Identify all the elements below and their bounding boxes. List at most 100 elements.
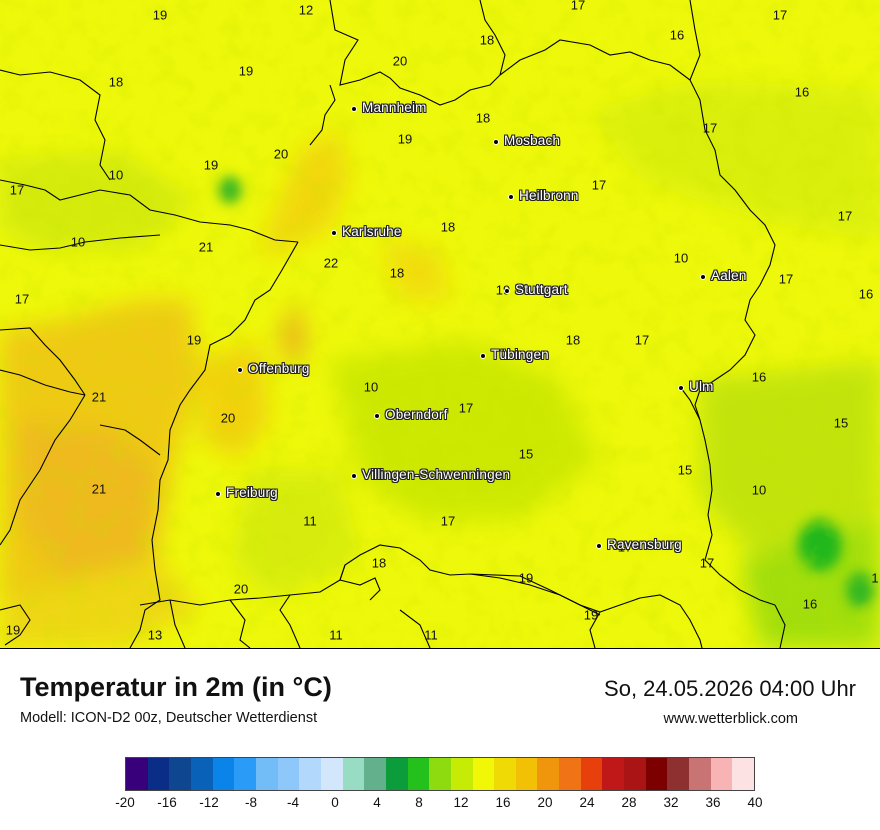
temperature-value: 11 xyxy=(329,627,343,643)
website-link[interactable]: www.wetterblick.com xyxy=(663,711,798,727)
temperature-value: 18 xyxy=(440,219,456,235)
temperature-value: 10 xyxy=(673,250,689,266)
color-scale-swatch xyxy=(190,758,213,790)
color-scale-swatch xyxy=(147,758,170,790)
color-scale-swatch xyxy=(515,758,538,790)
temperature-value: 18 xyxy=(565,332,581,348)
temperature-value: 16 xyxy=(794,84,810,100)
temperature-value: 16 xyxy=(751,369,767,385)
temperature-value: 17 xyxy=(14,291,30,307)
color-scale-swatch xyxy=(645,758,668,790)
color-scale-tick: 24 xyxy=(579,795,595,810)
color-scale-tick: 8 xyxy=(415,795,423,810)
city-dot-icon xyxy=(480,353,486,359)
city-dot-icon xyxy=(504,288,510,294)
temperature-value: 19 xyxy=(397,131,413,147)
temperature-value: 19 xyxy=(152,7,168,23)
temperature-value: 21 xyxy=(91,389,107,405)
color-scale-swatch xyxy=(472,758,495,790)
temperature-value: 21 xyxy=(198,239,214,255)
color-scale-tick: 20 xyxy=(537,795,553,810)
color-scale-tick: 0 xyxy=(331,795,339,810)
temperature-value: 17 xyxy=(837,208,853,224)
city-label: Freiburg xyxy=(226,485,278,500)
temperature-value: 18 xyxy=(108,74,124,90)
city-label: Ulm xyxy=(689,379,714,394)
city-label: Aalen xyxy=(711,268,747,283)
temperature-value: 22 xyxy=(323,255,339,271)
temperature-value: 18 xyxy=(475,110,491,126)
color-scale-swatch xyxy=(169,758,191,790)
temperature-value: 19 xyxy=(583,607,599,623)
color-scale-swatch xyxy=(407,758,430,790)
city-label: Mannheim xyxy=(362,100,427,115)
color-scale-swatch xyxy=(126,758,148,790)
color-scale-swatch xyxy=(689,758,711,790)
color-scale-swatch xyxy=(299,758,321,790)
city-label: Tübingen xyxy=(491,347,549,362)
temperature-value: 18 xyxy=(389,265,405,281)
color-scale-swatch xyxy=(580,758,603,790)
city-dot-icon xyxy=(508,194,514,200)
city-label: Mosbach xyxy=(504,133,561,148)
city-label: Villingen-Schwenningen xyxy=(362,467,511,482)
color-scale-swatch xyxy=(429,758,451,790)
color-scale-tick: 40 xyxy=(747,795,763,810)
color-scale-swatch xyxy=(277,758,300,790)
model-info: Modell: ICON-D2 00z, Deutscher Wetterdie… xyxy=(20,710,318,726)
color-scale-tick: 4 xyxy=(373,795,381,810)
temperature-value: 13 xyxy=(147,627,163,643)
temperature-value: 15 xyxy=(833,415,849,431)
color-scale-swatch xyxy=(255,758,278,790)
city-dot-icon xyxy=(331,230,337,236)
temperature-value: 17 xyxy=(772,7,788,23)
temperature-value: 19 xyxy=(518,570,534,586)
color-scale-swatch xyxy=(364,758,386,790)
color-scale xyxy=(125,757,755,791)
temperature-value: 10 xyxy=(751,482,767,498)
city-label: Karlsruhe xyxy=(342,224,402,239)
temperature-value: 15 xyxy=(518,446,534,462)
color-scale-tick: -4 xyxy=(286,795,300,810)
temperature-value: 19 xyxy=(238,63,254,79)
temperature-value: 16 xyxy=(802,596,818,612)
color-scale-swatch xyxy=(667,758,690,790)
temperature-value: 20 xyxy=(233,581,249,597)
color-scale-tick: -12 xyxy=(199,795,219,810)
city-dot-icon xyxy=(374,413,380,419)
map-background xyxy=(0,0,880,648)
temperature-value: 20 xyxy=(392,53,408,69)
temperature-value: 20 xyxy=(220,410,236,426)
color-scale-swatch xyxy=(450,758,473,790)
temperature-value: 17 xyxy=(591,177,607,193)
city-label: Offenburg xyxy=(248,361,310,376)
temperature-value: 12 xyxy=(298,2,314,18)
city-dot-icon xyxy=(700,274,706,280)
temperature-value: 1 xyxy=(871,570,879,586)
temperature-value: 16 xyxy=(858,286,874,302)
temperature-value: 18 xyxy=(479,32,495,48)
city-dot-icon xyxy=(678,385,684,391)
temperature-value: 21 xyxy=(91,481,107,497)
color-scale-swatch xyxy=(320,758,343,790)
color-scale-tick: -16 xyxy=(157,795,177,810)
city-label: Stuttgart xyxy=(515,282,568,297)
color-scale-swatch xyxy=(602,758,625,790)
color-scale-swatch xyxy=(342,758,365,790)
city-label: Ravensburg xyxy=(607,537,682,552)
color-scale-swatch xyxy=(537,758,560,790)
color-scale-swatch xyxy=(212,758,235,790)
forecast-datetime: So, 24.05.2026 04:00 Uhr xyxy=(604,676,856,701)
color-scale-swatch xyxy=(559,758,581,790)
temperature-value: 11 xyxy=(303,513,317,529)
temperature-value: 19 xyxy=(5,622,21,638)
color-scale-swatch xyxy=(494,758,516,790)
temperature-value: 17 xyxy=(570,0,586,13)
temperature-value: 11 xyxy=(424,627,438,643)
color-scale-tick: 36 xyxy=(705,795,721,810)
temperature-value: 10 xyxy=(108,167,124,183)
color-scale-ticks: -20 -16 -12 -8 -4 0 4 8 12 16 20 24 28 32 36 40 xyxy=(0,795,880,815)
temperature-map: 19 12 17 17 18 16 20 19 18 16 18 17 19 20 19 10 17 17 17 18… xyxy=(0,0,880,649)
city-dot-icon xyxy=(215,491,221,497)
temperature-value: 17 xyxy=(440,513,456,529)
